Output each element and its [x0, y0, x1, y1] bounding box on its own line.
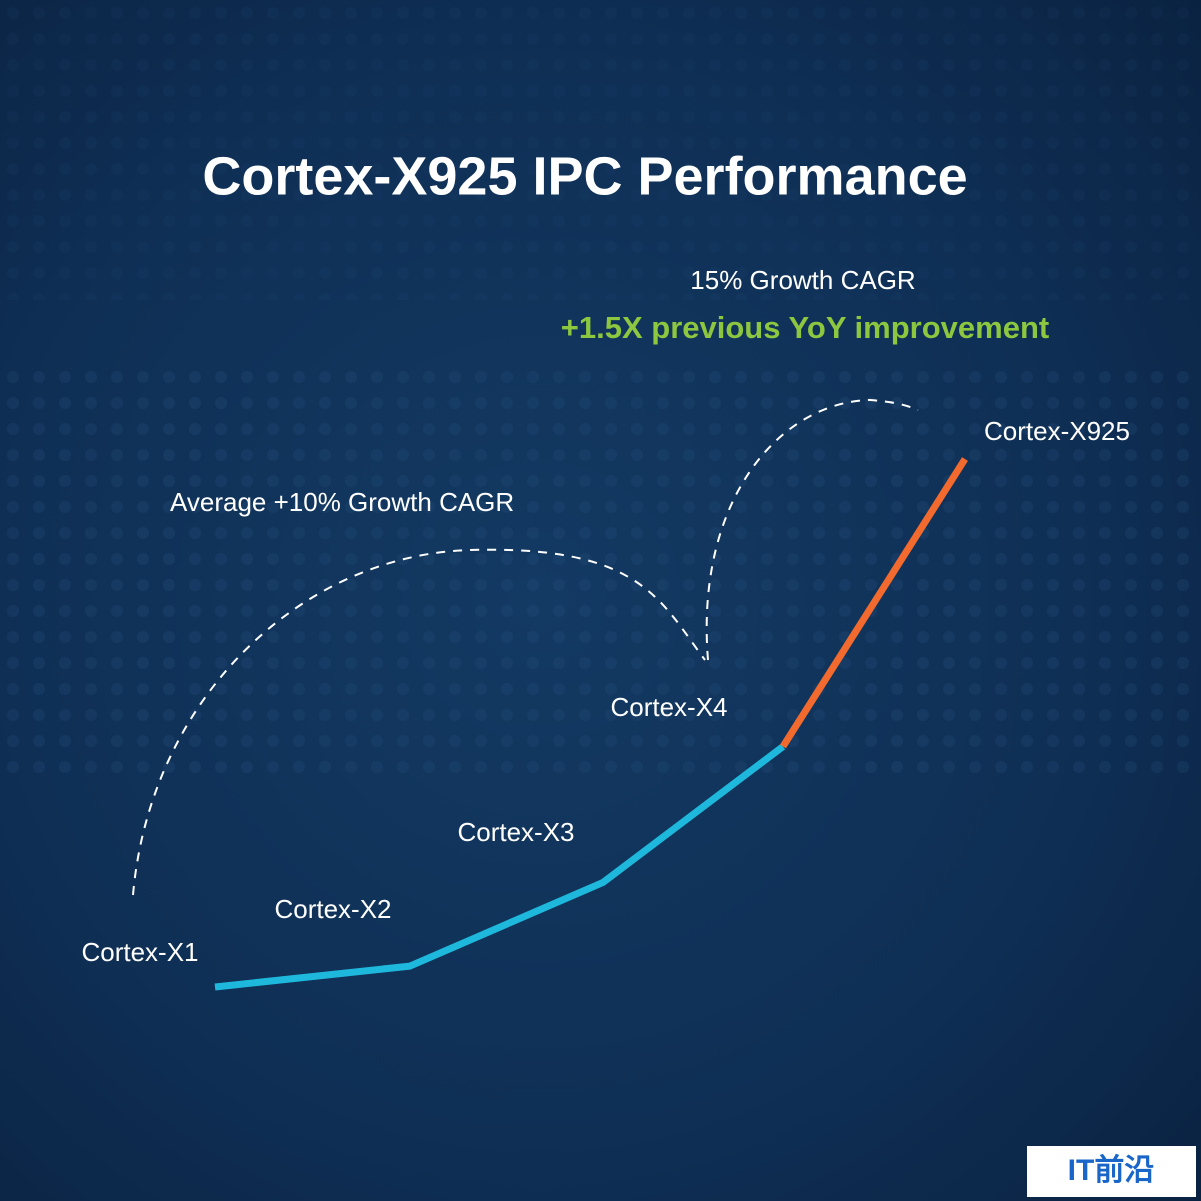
annotation: 15% Growth CAGR [690, 265, 915, 295]
logo-box [1027, 1146, 1196, 1197]
chart-title: Cortex-X925 IPC Performance [202, 146, 967, 206]
annotation: Average +10% Growth CAGR [170, 487, 514, 517]
category-label: Cortex-X4 [610, 692, 727, 722]
category-label: Cortex-X1 [81, 937, 198, 967]
category-label: Cortex-X3 [457, 817, 574, 847]
category-label: Cortex-X2 [274, 894, 391, 924]
dashed-arc [132, 548, 706, 896]
line [214, 743, 786, 991]
line [780, 457, 968, 749]
background-dots [0, 360, 1201, 780]
category-label: Cortex-X925 [984, 416, 1130, 446]
dashed-arc [705, 398, 919, 661]
background-dots [0, 0, 1201, 300]
annotation: +1.5X previous YoY improvement [561, 310, 1049, 345]
logo: IT前沿 [1068, 1154, 1155, 1187]
